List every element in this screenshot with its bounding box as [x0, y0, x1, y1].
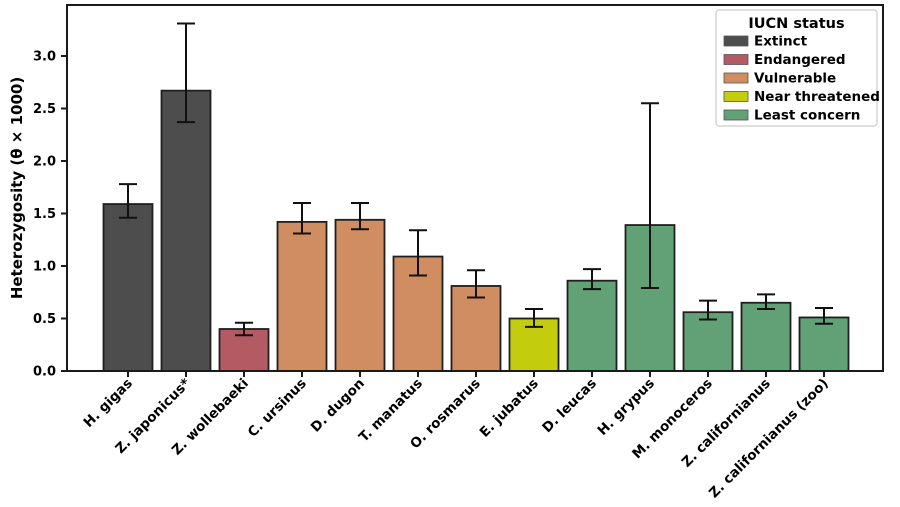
error-bar-d-dugon — [351, 202, 369, 231]
legend-label: Least concern — [754, 108, 860, 124]
error-bars-group — [119, 22, 833, 337]
y-tick-label: 1.0 — [33, 260, 56, 275]
y-tick-label: 0.5 — [33, 312, 56, 327]
y-tick-label: 1.5 — [33, 207, 56, 222]
legend-title: IUCN status — [748, 16, 844, 32]
error-bar-z-californianus — [757, 293, 775, 311]
y-tick-label: 0.0 — [33, 365, 56, 380]
bar-o-rosmarus — [450, 285, 502, 372]
x-tick-label-c-ursinus: C. ursinus — [245, 376, 310, 441]
bar-h-grypus — [624, 224, 676, 372]
legend-swatch-least-concern — [723, 109, 749, 121]
legend-label: Near threatened — [754, 89, 880, 105]
x-tick-label-z-californianus-zoo: Z. californianus (zoo) — [706, 376, 832, 502]
legend-item-endangered: Endangered — [723, 52, 846, 68]
error-bar-t-manatus — [409, 229, 427, 277]
legend-swatch-extinct — [723, 35, 749, 47]
legend-box — [715, 9, 878, 127]
error-bar-h-grypus — [641, 102, 659, 290]
error-bar-d-leucas — [583, 268, 601, 291]
error-bar-o-rosmarus — [467, 269, 485, 299]
legend-label: Vulnerable — [754, 71, 836, 87]
bar-z-californianus-zoo — [798, 316, 850, 372]
error-bar-c-ursinus — [293, 202, 311, 235]
legend-item-extinct: Extinct — [723, 34, 808, 50]
x-tick-label-d-dugon: D. dugon — [308, 376, 368, 436]
y-tick-label: 3.0 — [33, 50, 56, 65]
bar-z-californianus — [740, 301, 792, 372]
legend-swatch-vulnerable — [723, 72, 749, 84]
legend-label: Extinct — [754, 34, 808, 50]
bars-group — [102, 89, 850, 372]
y-tick-label: 2.5 — [33, 102, 56, 117]
error-bar-m-monoceros — [699, 299, 717, 321]
legend-swatch-near-threatened — [723, 91, 749, 102]
y-axis: 0.0 0.5 1.0 1.5 2.0 2.5 3.0 — [33, 50, 67, 380]
bar-d-leucas — [566, 279, 618, 372]
error-bar-z-wollebaeki — [235, 321, 253, 337]
error-bar-h-gigas — [119, 183, 137, 219]
bar-c-ursinus — [276, 220, 328, 372]
legend-item-near-threatened: Near threatened — [723, 89, 880, 105]
error-bar-z-californianus-zoo — [815, 307, 833, 325]
x-tick-label-d-leucas: D. leucas — [539, 376, 600, 437]
bar-h-gigas — [102, 203, 154, 372]
error-bar-e-jubatus — [525, 308, 543, 328]
y-tick-label: 2.0 — [33, 155, 56, 170]
bar-d-dugon — [334, 218, 386, 372]
bar-m-monoceros — [682, 311, 734, 372]
error-bar-z-japonicus — [177, 22, 195, 124]
bar-z-japonicus — [160, 89, 212, 372]
x-tick-label-e-jubatus: E. jubatus — [477, 376, 542, 441]
legend-item-vulnerable: Vulnerable — [723, 71, 836, 87]
legend-item-least-concern: Least concern — [723, 108, 860, 124]
legend-swatch-endangered — [723, 54, 749, 65]
legend-label: Endangered — [754, 52, 846, 68]
legend: IUCN status Extinct Endangered Vulnerable Ne… — [715, 9, 880, 127]
y-axis-title: Heterozygosity (θ × 1000) — [8, 77, 26, 299]
x-tick-label-h-grypus: H. grypus — [594, 376, 657, 439]
x-tick-label-h-gigas: H. gigas — [81, 376, 136, 431]
